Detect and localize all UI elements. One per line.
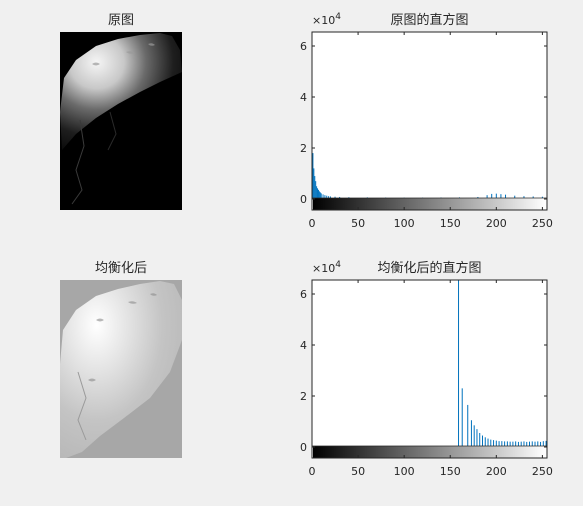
y-tick-label: 0 <box>300 193 307 206</box>
x-tick-label: 200 <box>486 465 507 478</box>
y-multiplier-label: ×104 <box>312 12 341 27</box>
eq-image <box>60 280 182 458</box>
x-tick-label: 50 <box>351 465 365 478</box>
x-tick-label: 0 <box>309 217 316 230</box>
histogram-title: 均衡化后的直方图 <box>377 260 481 276</box>
x-tick-label: 0 <box>309 465 316 478</box>
x-tick-label: 100 <box>394 217 415 230</box>
grayscale-colorbar <box>313 446 546 458</box>
eq-histogram: 0 50 100 150 200 250 0 2 4 6 ×104 均衡化后的直方图 <box>300 260 553 478</box>
axes-box <box>311 279 548 459</box>
y-tick-label: 6 <box>300 288 307 301</box>
y-multiplier-label: ×104 <box>312 260 341 275</box>
eq-image-title: 均衡化后 <box>95 261 147 276</box>
y-tick-label: 4 <box>300 339 307 352</box>
x-tick-label: 200 <box>486 217 507 230</box>
orig-histogram: 0 50 100 150 200 250 0 2 4 6 ×104 原图的直方图 <box>300 12 553 230</box>
x-tick-label: 250 <box>532 465 553 478</box>
x-tick-label: 150 <box>440 217 461 230</box>
x-tick-label: 100 <box>394 465 415 478</box>
y-tick-label: 2 <box>300 142 307 155</box>
y-tick-label: 6 <box>300 40 307 53</box>
x-tick-label: 50 <box>351 217 365 230</box>
orig-image-title: 原图 <box>108 13 134 28</box>
axes-box <box>311 31 548 211</box>
histogram-title: 原图的直方图 <box>390 12 468 28</box>
axes-background <box>312 280 547 458</box>
grayscale-colorbar <box>313 198 546 210</box>
axes-background <box>312 32 547 210</box>
y-tick-label: 0 <box>300 441 307 454</box>
orig-image <box>60 32 182 210</box>
y-tick-label: 2 <box>300 390 307 403</box>
x-tick-label: 250 <box>532 217 553 230</box>
y-tick-label: 4 <box>300 91 307 104</box>
x-tick-label: 150 <box>440 465 461 478</box>
